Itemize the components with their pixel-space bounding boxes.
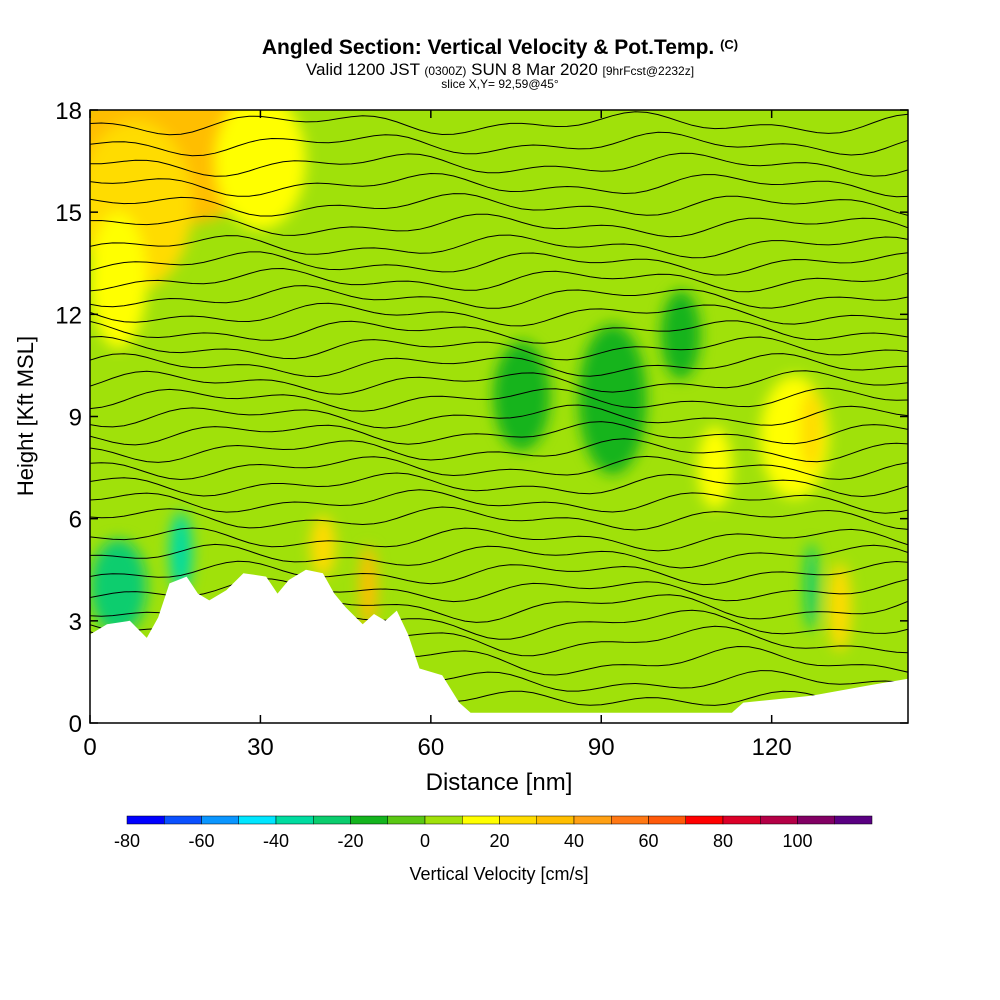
y-tick-label: 6 [69,507,82,534]
theta-contour-27 [90,213,908,238]
colorbar-tick-label: -20 [337,831,363,851]
colorbar-bin-8 [424,815,463,825]
colorbar-bin-12 [573,815,612,825]
theta-contour-24 [90,267,908,293]
colorbar-bin-10 [499,815,537,825]
colorbar-tick-label: 80 [713,831,733,851]
y-tick-label: 12 [55,302,82,329]
chart-subtitle: Valid 1200 JST (0300Z) SUN 8 Mar 2020 [9… [305,60,695,79]
x-tick-label: 120 [752,734,792,761]
colorbar-bin-13 [611,815,649,825]
theta-contour-9 [90,527,908,552]
velocity-feature-8 [800,389,823,471]
colorbar-bin-19 [834,815,873,825]
theta-contour-8 [90,543,908,569]
theta-contour-29 [90,172,908,198]
colorbar-bin-17 [760,815,798,825]
colorbar-tick-label: 40 [564,831,584,851]
colorbar-bin-15 [685,815,724,825]
colorbar-bin-0 [126,815,165,825]
theta-contour-7 [90,560,908,586]
y-tick-label: 3 [69,609,82,636]
terrain-mask [90,569,908,723]
velocity-feature-3 [90,212,147,349]
velocity-feature-4 [493,341,551,451]
theta-contour-12 [90,472,908,498]
colorbar-bin-4 [275,815,314,825]
colorbar-bin-7 [387,815,426,825]
x-tick-label: 0 [83,734,96,761]
colorbar-bin-1 [164,815,202,825]
theta-contour-19 [90,353,908,378]
theta-contour-28 [90,193,908,217]
colorbar-tick-label: 20 [489,831,509,851]
colorbar-tick-label: -60 [188,831,214,851]
theta-contour-32 [90,111,908,136]
theta-contour-11 [90,489,908,514]
velocity-feature-15 [804,542,819,632]
theta-contour-31 [90,131,908,157]
colorbar-bin-18 [797,815,835,825]
theta-contour-20 [90,335,908,361]
colorbar-tick-label: 0 [420,831,430,851]
slice-label: slice X,Y= 92,59@45° [441,77,559,91]
colorbar-tick-label: -80 [114,831,140,851]
velocity-field [90,110,908,723]
velocity-feature-10 [90,539,147,635]
theta-contour-22 [90,302,908,327]
theta-contour-23 [90,285,908,309]
colorbar [126,815,873,825]
theta-contour-16 [90,404,908,429]
velocity-feature-13 [359,545,377,628]
theta-contour-13 [90,455,908,481]
theta-contour-30 [90,152,908,177]
x-axis-label: Distance [nm] [426,769,573,796]
y-tick-label: 9 [69,405,82,432]
title-unit: (C) [720,37,739,52]
theta-contour-25 [90,251,908,276]
forecast-label: [9hrFcst@2232z] [602,64,695,78]
colorbar-label: Vertical Velocity [cm/s] [409,864,588,884]
velocity-feature-2 [214,110,306,230]
velocity-feature-12 [310,515,336,577]
theta-contour-26 [90,234,908,259]
colorbar-tick-label: -40 [263,831,289,851]
theta-contour-15 [90,421,908,446]
theta-contour-6 [90,578,908,603]
colorbar-bin-14 [648,815,686,825]
velocity-feature-6 [660,290,701,380]
y-tick-label: 18 [55,98,82,125]
colorbar-tick-label: 100 [782,831,812,851]
y-axis-label: Height [Kft MSL] [13,336,38,496]
y-tick-label: 15 [55,200,82,227]
theta-contour-17 [90,387,908,412]
velocity-feature-11 [169,511,193,594]
colorbar-bin-16 [722,815,761,825]
x-tick-label: 30 [247,734,274,761]
colorbar-bin-11 [536,815,575,825]
velocity-feature-9 [697,426,732,509]
y-tick-label: 0 [69,711,82,738]
theta-contour-14 [90,438,908,463]
x-tick-label: 90 [588,734,615,761]
theta-contour-21 [90,320,908,344]
theta-contour-18 [90,370,908,395]
valid-date: SUN 8 Mar 2020 [471,60,598,79]
colorbar-tick-label: 60 [638,831,658,851]
colorbar-bin-3 [238,815,277,825]
velocity-feature-5 [578,324,647,475]
colorbar-bin-9 [462,815,500,825]
x-tick-label: 60 [417,734,444,761]
colorbar-bin-5 [313,815,351,825]
velocity-feature-14 [828,562,852,652]
chart-title: Angled Section: Vertical Velocity & Pot.… [261,36,739,59]
valid-utc: (0300Z) [424,64,467,78]
colorbar-bin-2 [201,815,239,825]
colorbar-bin-6 [350,815,388,825]
theta-contour-10 [90,506,908,531]
